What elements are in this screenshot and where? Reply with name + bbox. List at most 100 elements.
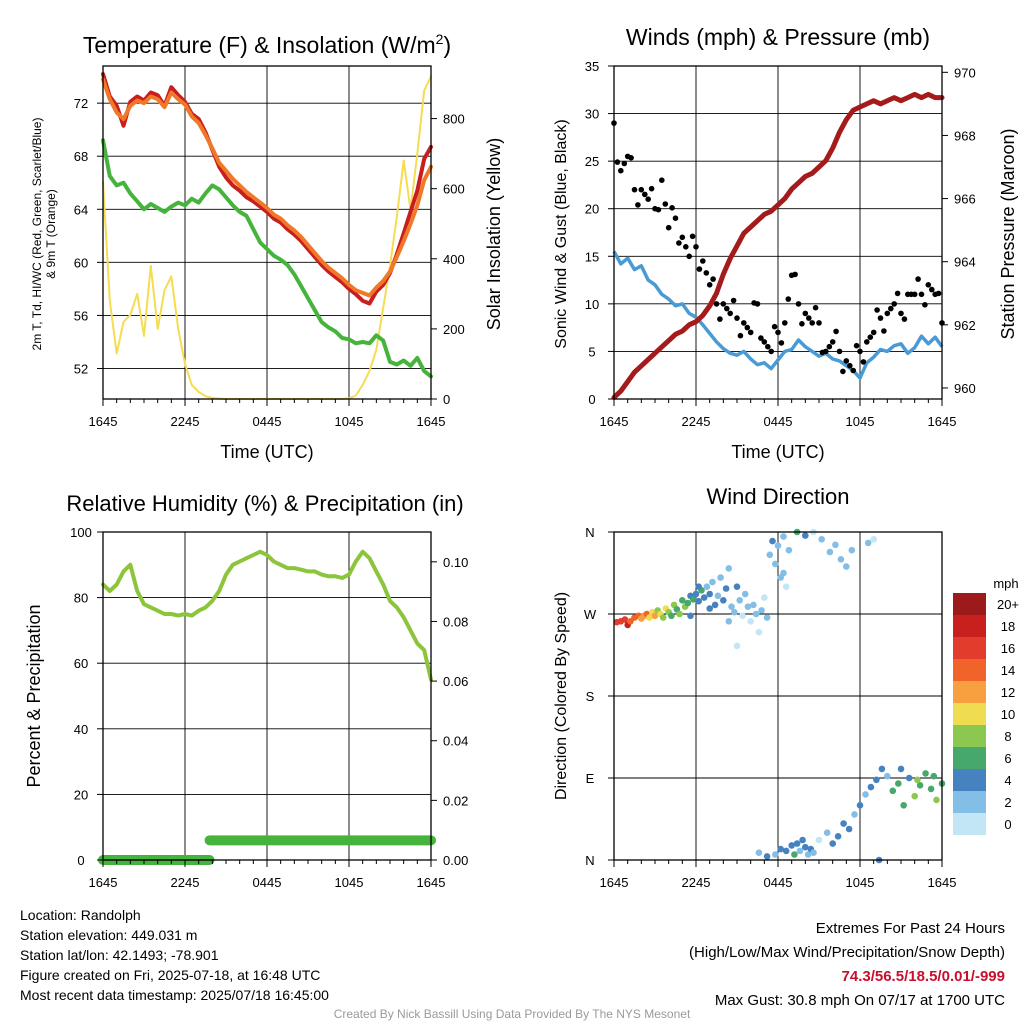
direction-point — [772, 851, 779, 858]
gust-point — [806, 315, 812, 321]
direction-point — [930, 772, 938, 780]
winds-y-axis-label: Sonic Wind & Gust (Blue, Black) — [553, 119, 570, 348]
direction-point — [741, 590, 749, 598]
precipitation-right-tick-label: 0.00 — [443, 853, 468, 868]
direction-point — [690, 596, 697, 603]
series-line-sonic-wind — [612, 250, 944, 380]
humidity-y-axis-label: Percent & Precipitation — [24, 604, 44, 787]
gust-point — [874, 307, 880, 313]
direction-point — [802, 532, 809, 539]
temperature-x-tick-label: 0445 — [253, 414, 282, 429]
gust-point — [782, 320, 788, 326]
direction-point — [884, 772, 891, 780]
direction-point — [711, 601, 719, 609]
wind-left-tick-label: 10 — [585, 297, 599, 312]
direction-point — [695, 583, 702, 590]
gust-point — [683, 244, 689, 250]
gust-point — [836, 348, 843, 355]
gust-point — [867, 334, 874, 341]
gust-point — [693, 244, 699, 250]
gust-point — [621, 160, 628, 167]
gust-point — [864, 339, 870, 345]
gust-point — [826, 343, 833, 350]
gust-point — [655, 206, 662, 213]
figure-created: Figure created on Fri, 2025-07-18, at 16… — [20, 967, 321, 983]
temperature-x-ticks — [102, 399, 432, 406]
direction-x-ticks — [613, 860, 943, 867]
direction-point — [933, 796, 940, 804]
direction-point — [725, 618, 733, 625]
direction-point — [911, 792, 918, 800]
direction-point — [747, 618, 754, 625]
direction-x-tick-label: 1645 — [600, 875, 629, 890]
direction-point — [755, 628, 763, 636]
wind-left-tick-label: 0 — [588, 392, 595, 407]
direction-point — [834, 833, 842, 840]
pressure-right-tick-label: 964 — [954, 255, 976, 270]
direction-point — [763, 853, 771, 860]
gust-point — [720, 301, 727, 307]
humidity-left-tick-label: 40 — [74, 722, 88, 737]
direction-point — [782, 847, 790, 855]
direction-point — [802, 843, 809, 851]
gust-point — [659, 177, 665, 183]
gust-point — [717, 316, 723, 322]
gust-point — [706, 282, 713, 288]
humidity-gridlines — [103, 532, 431, 860]
temperature-y-axis-label-line2: & 9m T (Orange) — [44, 189, 58, 279]
station-location: Location: Randolph — [20, 907, 141, 923]
credit-line: Created By Nick Bassill Using Data Provi… — [333, 1007, 691, 1021]
colorbar-label: 2 — [1004, 795, 1011, 810]
series-line-9m-t — [101, 77, 433, 298]
direction-point — [862, 791, 869, 798]
gust-point — [888, 305, 894, 312]
direction-point — [687, 612, 694, 620]
direction-point — [733, 642, 741, 650]
gust-point — [799, 321, 805, 327]
gust-point — [891, 301, 897, 307]
direction-x-tick-label: 2245 — [682, 875, 711, 890]
winds-x-axis-label: Time (UTC) — [731, 442, 824, 462]
gust-point — [628, 155, 634, 161]
gust-point — [922, 302, 928, 308]
direction-point — [815, 836, 823, 844]
direction-point — [750, 601, 757, 609]
station-elevation: Station elevation: 449.031 m — [20, 927, 198, 943]
direction-point — [826, 548, 834, 556]
wind-left-tick-label: 30 — [585, 107, 599, 122]
temperature-gridlines — [103, 66, 431, 399]
direction-point — [659, 614, 667, 621]
gust-point — [935, 290, 942, 297]
direction-point — [736, 597, 743, 604]
direction-point — [837, 556, 845, 563]
extremes-subtitle: (High/Low/Max Wind/Precipitation/Snow De… — [689, 944, 1005, 961]
direction-point — [927, 785, 935, 793]
direction-point — [709, 578, 716, 586]
direction-point — [897, 765, 905, 773]
precipitation-right-tick-label: 0.06 — [443, 674, 468, 689]
direction-point — [829, 840, 836, 847]
speed-colorbar: mph 20+ 18 16 14 12 10 8 6 4 2 0 — [953, 576, 1019, 835]
direction-point — [840, 820, 847, 827]
gust-point — [730, 297, 737, 304]
direction-point — [873, 776, 880, 784]
direction-point — [755, 849, 763, 856]
gust-point — [929, 286, 935, 293]
direction-point — [777, 845, 784, 853]
direction-point — [676, 610, 683, 618]
direction-point — [706, 590, 713, 598]
extremes-values: 74.3/56.5/18.5/0.01/-999 — [841, 968, 1005, 985]
gust-point — [665, 224, 672, 231]
winds-x-tick-label: 1645 — [928, 414, 957, 429]
series-line-station-pressure — [611, 91, 945, 400]
winds-x-tick-label: 0445 — [764, 414, 793, 429]
temperature-x-tick-label: 2245 — [171, 414, 200, 429]
winds-pressure-chart: 1645 2245 0445 1045 1645 0 5 10 15 20 25 30 35 960 962… — [553, 24, 1018, 462]
wind-direction-chart: 1645 2245 0445 1045 1645 N E S W N Wind Direction D… — [553, 484, 1019, 890]
direction-point — [810, 849, 817, 856]
gust-point — [802, 310, 809, 317]
gust-point — [771, 323, 778, 330]
direction-point — [706, 605, 713, 612]
humidity-left-tick-label: 100 — [70, 525, 92, 540]
gust-point — [713, 301, 720, 307]
